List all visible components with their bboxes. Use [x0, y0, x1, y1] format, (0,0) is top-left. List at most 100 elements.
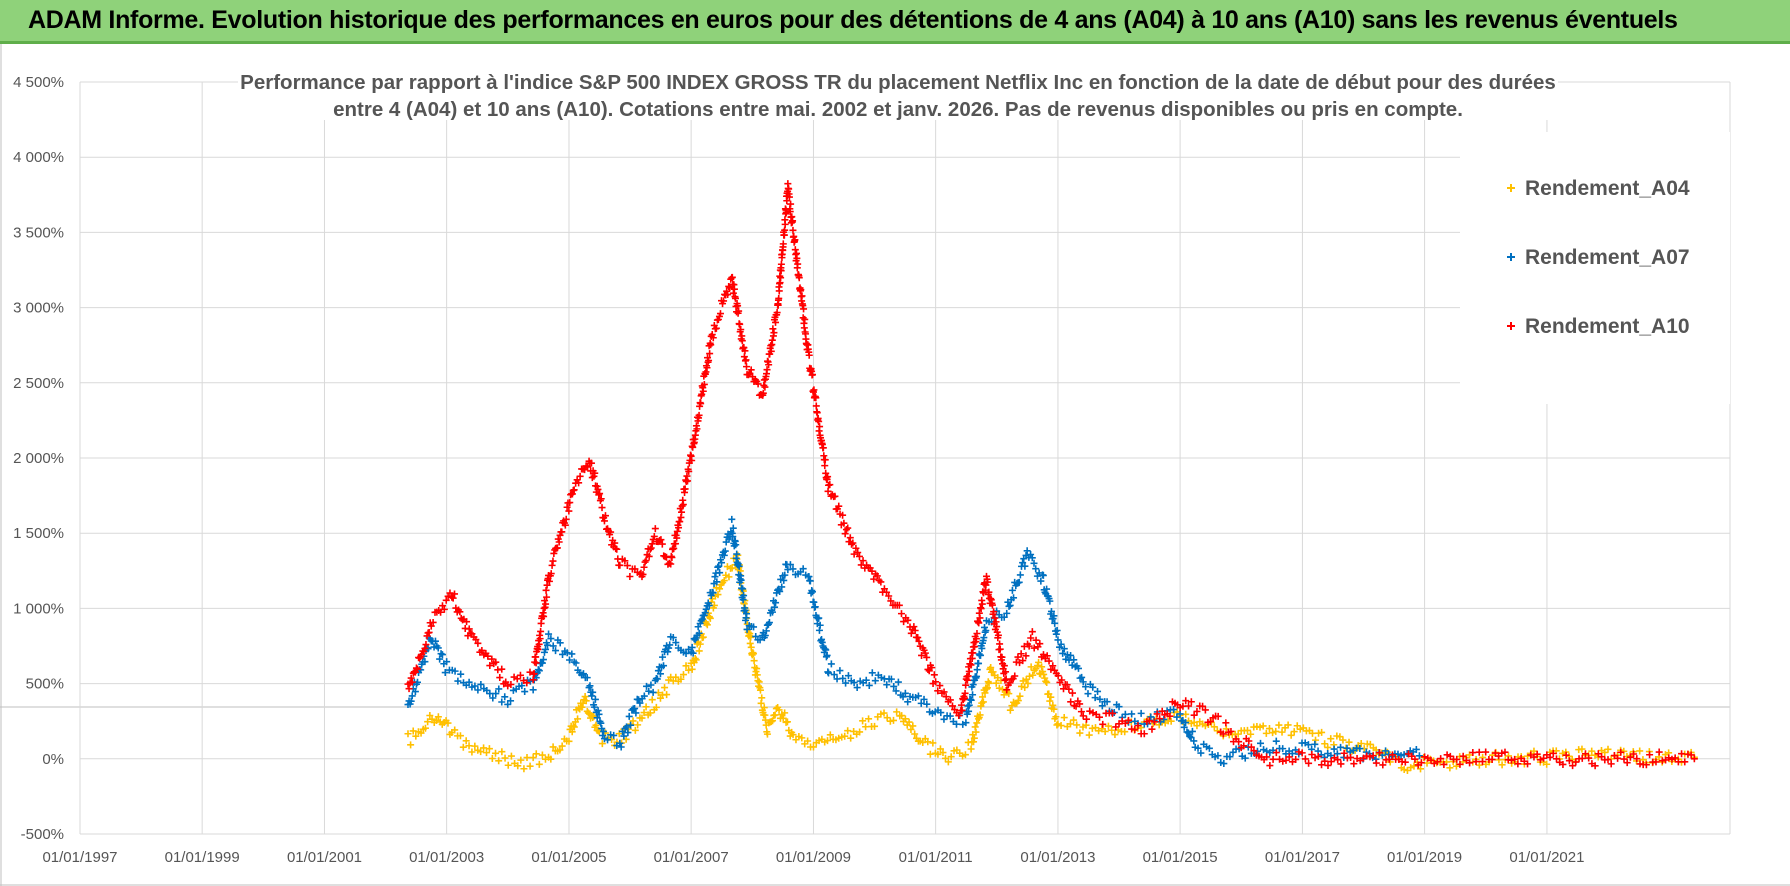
data-point: [1318, 761, 1326, 769]
data-point: [640, 692, 648, 700]
y-tick-label: 1 500%: [13, 525, 64, 542]
data-point: [434, 713, 442, 721]
data-point: [417, 729, 425, 737]
data-point: [715, 562, 723, 570]
data-point: [773, 309, 781, 317]
data-point: [862, 676, 870, 684]
data-point: [1082, 683, 1090, 691]
data-point: [552, 647, 560, 655]
data-point: [663, 691, 671, 699]
data-point: [1290, 728, 1298, 736]
data-point: [695, 629, 703, 637]
legend-marker: [1507, 253, 1515, 261]
data-point: [1569, 762, 1577, 770]
data-point: [736, 320, 744, 328]
data-point: [767, 347, 775, 355]
data-point: [940, 715, 948, 723]
data-point: [507, 697, 515, 705]
data-point: [568, 728, 576, 736]
data-point: [926, 750, 934, 758]
data-point: [641, 558, 649, 566]
data-point: [731, 294, 739, 302]
data-point: [1039, 571, 1047, 579]
data-point: [806, 577, 814, 585]
data-point: [1469, 749, 1477, 757]
data-point: [1016, 571, 1024, 579]
data-point: [987, 664, 995, 672]
data-point: [498, 698, 506, 706]
data-point: [520, 765, 528, 773]
data-point: [496, 674, 504, 682]
data-point: [991, 614, 999, 622]
data-point: [549, 557, 557, 565]
data-point: [1553, 755, 1560, 763]
data-point: [1167, 717, 1175, 725]
data-point: [897, 610, 905, 618]
x-tick-label: 01/01/2001: [287, 849, 362, 866]
data-point: [523, 679, 531, 687]
data-point: [962, 719, 970, 727]
data-point: [1006, 706, 1014, 714]
data-point: [1690, 755, 1698, 763]
data-point: [451, 726, 459, 734]
data-point: [1039, 651, 1047, 659]
data-point: [556, 639, 564, 647]
data-point: [407, 741, 415, 749]
data-point: [1099, 720, 1107, 728]
data-point: [771, 603, 779, 611]
data-point: [760, 704, 768, 712]
data-point: [805, 351, 813, 359]
data-point: [477, 748, 485, 756]
data-point: [485, 745, 493, 753]
data-point: [775, 287, 783, 295]
data-point: [983, 685, 991, 693]
data-point: [640, 709, 648, 717]
data-point: [1005, 690, 1013, 698]
data-point: [550, 549, 558, 557]
data-point: [961, 751, 969, 759]
data-point: [570, 723, 578, 731]
data-point: [1250, 747, 1258, 755]
data-point: [980, 634, 988, 642]
data-point: [1000, 613, 1008, 621]
data-point: [486, 690, 494, 698]
data-point: [1287, 731, 1295, 739]
data-point: [456, 732, 464, 740]
data-point: [541, 597, 549, 605]
data-point: [953, 720, 960, 728]
data-point: [735, 307, 743, 315]
data-point: [454, 677, 462, 685]
data-point: [529, 686, 537, 694]
data-point: [778, 583, 786, 591]
data-point: [712, 584, 720, 592]
data-point: [1079, 678, 1087, 686]
data-point: [1115, 703, 1123, 711]
data-point: [754, 380, 762, 388]
data-point: [808, 588, 816, 596]
data-point: [1572, 758, 1580, 766]
data-point: [446, 589, 454, 597]
data-point: [1265, 725, 1273, 733]
data-point: [648, 696, 656, 704]
data-point: [411, 688, 419, 696]
data-point: [1128, 710, 1136, 718]
data-point: [1275, 721, 1283, 729]
data-point: [504, 700, 512, 708]
data-point: [789, 731, 797, 739]
chart-subtitle-line-2: entre 4 (A04) et 10 ans (A10). Cotations…: [333, 98, 1463, 121]
data-point: [855, 552, 863, 560]
data-point: [623, 723, 631, 731]
data-point: [1086, 707, 1094, 715]
data-point: [625, 712, 633, 720]
data-point: [1334, 756, 1342, 764]
data-point: [915, 637, 923, 645]
data-point: [1140, 730, 1148, 738]
data-point: [1180, 723, 1188, 731]
data-point: [1082, 721, 1090, 729]
data-point: [749, 650, 757, 658]
data-point: [676, 518, 684, 526]
data-point: [697, 400, 705, 408]
data-point: [1089, 683, 1097, 691]
data-point: [765, 619, 773, 627]
data-point: [880, 709, 888, 717]
